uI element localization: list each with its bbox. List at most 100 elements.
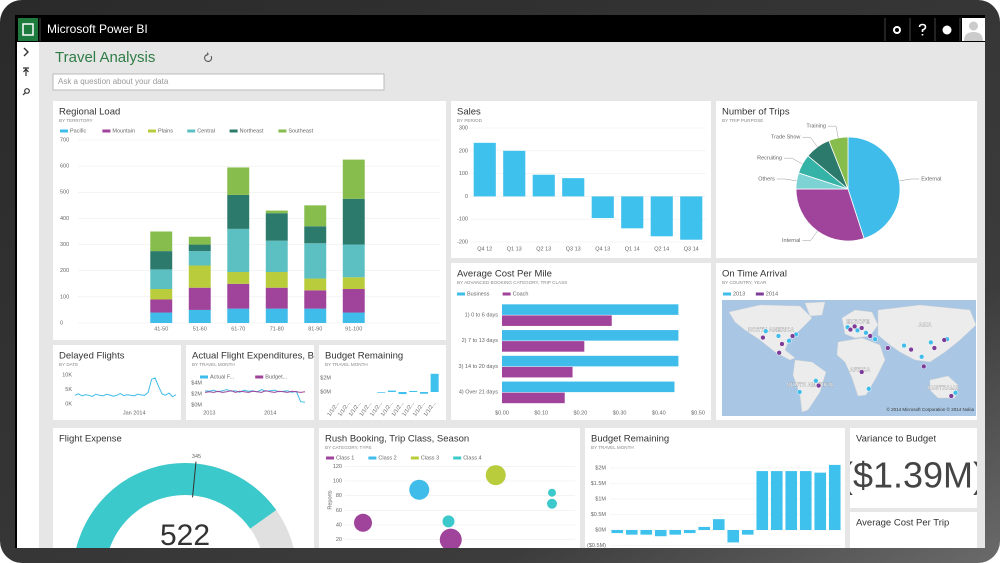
map-point	[763, 328, 769, 334]
slice-label: Others	[758, 176, 775, 182]
search-icon[interactable]	[24, 88, 30, 94]
y-tick-label: ($0.5M)	[587, 543, 606, 549]
x-tick-label: 41-50	[154, 326, 168, 332]
bar-segment	[342, 312, 365, 323]
legend-swatch	[229, 129, 238, 133]
map-point	[931, 345, 938, 351]
map-point	[952, 390, 959, 396]
y-tick-label: 600	[60, 164, 69, 170]
bar	[621, 196, 644, 229]
bar	[756, 471, 769, 530]
bar-segment	[304, 243, 327, 279]
x-tick-label: $0.10	[534, 410, 548, 416]
map-point	[776, 350, 782, 356]
help-icon[interactable]	[918, 23, 927, 36]
x-tick-label: 71-80	[270, 326, 284, 332]
bubble	[547, 498, 557, 509]
y-tick-label: 0K	[65, 401, 72, 407]
tile[interactable]: Variance to Budget ($1.39M)	[841, 428, 985, 508]
y-tick-label: $1M	[595, 496, 606, 502]
legend-label: Pacific	[70, 128, 86, 134]
bar	[503, 150, 526, 197]
x-tick-label: 2013	[203, 410, 215, 416]
pin-icon[interactable]	[23, 67, 29, 76]
y-tick-label: 100	[459, 171, 468, 177]
bubble	[442, 515, 455, 528]
bar	[770, 471, 783, 530]
bar-segment	[150, 269, 173, 290]
y-tick-label: -200	[457, 239, 468, 245]
y-tick-label: 300	[60, 242, 69, 248]
tile-title: Average Cost Per Mile	[457, 269, 552, 280]
tile[interactable]: Actual Flight Expenditures, Bu...BY TRAV…	[186, 345, 327, 420]
bar	[473, 142, 496, 197]
y-tick-label: 10K	[62, 372, 72, 378]
bar	[502, 341, 585, 352]
refresh-icon[interactable]	[204, 52, 213, 62]
tile-subtitle: BY TRAVEL MONTH	[591, 445, 634, 450]
tile-background	[186, 345, 314, 420]
legend-label: Plains	[158, 128, 173, 134]
map-land	[792, 359, 827, 413]
pie-slice	[795, 188, 865, 242]
bar-segment	[342, 277, 365, 290]
tile-background	[53, 101, 446, 340]
map-point	[813, 378, 819, 384]
bar-segment	[188, 251, 211, 266]
tile-subtitle: BY TERRITORY	[59, 118, 93, 123]
tile-title: Flight Expense	[59, 434, 122, 445]
tile-title: Rush Booking, Trip Class, Season	[325, 434, 469, 445]
legend-swatch	[453, 456, 462, 460]
y-tick-label: 80	[336, 493, 342, 499]
tile[interactable]: Flight Expense 345 522	[53, 428, 314, 563]
map-point	[779, 341, 785, 347]
bar	[502, 304, 679, 315]
expand-icon[interactable]	[23, 47, 29, 57]
legend-swatch	[410, 456, 419, 460]
map-point	[928, 339, 934, 346]
map-attribution: © 2014 Microsoft Corporation © 2014 Noki…	[887, 406, 975, 412]
tile-title: Budget Remaining	[591, 434, 669, 445]
settings-icon[interactable]	[893, 26, 901, 34]
bar-segment	[265, 308, 288, 323]
card-value: ($1.39M)	[841, 455, 985, 496]
legend-label: Class 2	[378, 455, 396, 461]
map-point	[872, 336, 878, 342]
map-region-label: SOUTH AMERICA	[787, 382, 833, 388]
tile-background	[850, 428, 977, 508]
legend-swatch	[255, 375, 264, 379]
search-icon-handle	[22, 92, 26, 96]
bar-segment	[227, 228, 250, 273]
bar	[828, 464, 841, 530]
bar-segment	[342, 289, 365, 313]
bubble	[354, 513, 372, 532]
slice-label: Internal	[782, 238, 800, 244]
tile-title: Number of Trips	[722, 107, 790, 118]
y-axis-label: Reports	[327, 490, 333, 510]
tile-title: Sales	[457, 107, 481, 118]
legend-swatch	[326, 456, 334, 460]
qna-search-box[interactable]	[52, 73, 385, 91]
legend-label: Class 3	[421, 455, 439, 461]
pie-slice	[847, 136, 901, 239]
bar-segment	[304, 278, 327, 291]
legend-swatch	[187, 129, 196, 133]
leader-line	[828, 125, 839, 138]
feedback-icon[interactable]	[942, 25, 952, 35]
map-region-label: EUROPE	[846, 319, 870, 325]
app-logo[interactable]	[18, 18, 38, 41]
y-tick-label: 200	[60, 268, 69, 274]
category-label: 3) 14 to 20 days	[459, 364, 499, 370]
tile[interactable]: Average Cost Per Trip	[850, 512, 977, 548]
map-region-label: AUSTRALIA	[927, 385, 959, 391]
tile-subtitle: BY TRAVEL MONTH	[325, 362, 368, 367]
